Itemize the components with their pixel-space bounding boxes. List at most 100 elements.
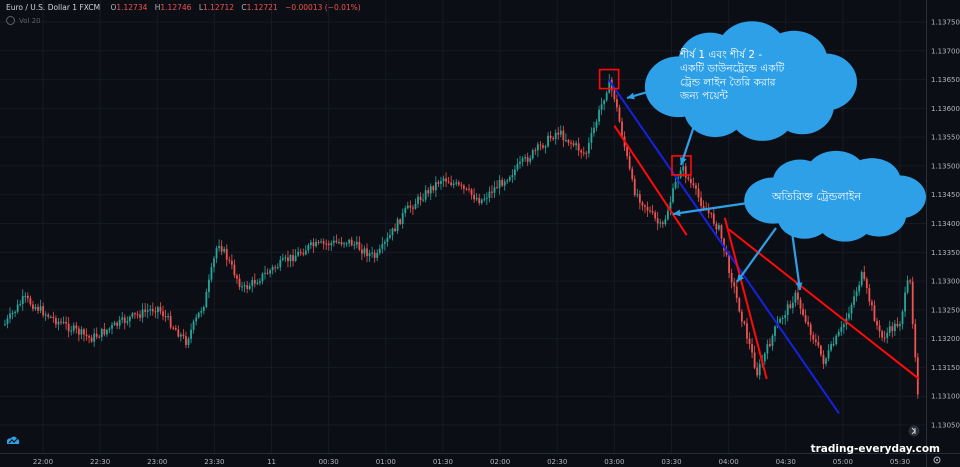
tradingview-logo-icon[interactable]	[6, 435, 20, 445]
candle-body	[763, 353, 766, 362]
candle-body	[195, 317, 198, 322]
candle-body	[437, 182, 440, 184]
candle-body	[320, 241, 323, 243]
candle-body	[343, 243, 345, 245]
candle-body	[631, 168, 634, 180]
red-trendline-4[interactable]	[727, 228, 920, 380]
peak-marker-1[interactable]	[598, 68, 620, 90]
candle-body	[802, 308, 804, 316]
candle-body	[725, 250, 728, 255]
candle-body	[498, 179, 501, 188]
candle-body	[886, 332, 889, 338]
candle-body	[376, 252, 379, 258]
candle-body	[753, 352, 756, 368]
candle-body	[294, 255, 297, 261]
x-tick-label: 23:30	[204, 458, 224, 466]
candle-body	[361, 249, 363, 254]
volume-indicator-row[interactable]: Vol 20	[6, 16, 41, 25]
candle-body	[457, 182, 460, 185]
candle-body	[419, 196, 422, 201]
candle-body	[577, 143, 580, 151]
candle-body	[840, 327, 843, 332]
annotation-cloud-1	[644, 21, 857, 141]
candle-body	[134, 313, 136, 315]
x-tick-label: 03:30	[661, 458, 681, 466]
eye-icon[interactable]	[6, 16, 15, 25]
blue-trendline-1[interactable]	[607, 79, 840, 415]
candle-body	[904, 292, 906, 312]
candle-body	[452, 183, 455, 186]
candle-body	[837, 331, 840, 336]
candle-body	[661, 222, 664, 225]
candle-body	[524, 157, 527, 159]
candle-body	[585, 152, 588, 154]
candle-body	[108, 328, 111, 330]
candle-body	[241, 286, 243, 288]
candle-body	[827, 350, 830, 359]
candle-body	[350, 239, 353, 246]
candle-body	[789, 304, 792, 309]
candle-body	[893, 323, 896, 332]
candle-body	[157, 307, 159, 313]
cloud-puff	[795, 164, 877, 230]
candle-body	[215, 248, 218, 259]
candle-body	[44, 314, 47, 316]
symbol-name[interactable]: Euro / U.S. Dollar 1 FXCM	[6, 3, 101, 12]
y-tick-label: 1.13400	[931, 220, 960, 228]
candle-body	[603, 100, 606, 105]
candle-body	[401, 212, 404, 225]
candle-body	[363, 248, 366, 254]
candle-body	[139, 314, 141, 318]
candle-body	[565, 140, 567, 142]
candle-body	[868, 288, 871, 302]
candle-body	[159, 307, 162, 312]
candle-body	[200, 311, 203, 313]
candle-body	[146, 310, 149, 312]
candle-body	[233, 264, 236, 276]
candle-body	[468, 188, 470, 190]
candle-body	[779, 318, 782, 323]
candle-body	[710, 213, 713, 215]
candle-body	[911, 281, 914, 325]
x-tick-label: 22:30	[90, 458, 110, 466]
candle-body	[6, 318, 9, 325]
candle-body	[896, 323, 899, 327]
y-tick-label: 1.13500	[931, 162, 960, 170]
candle-body	[501, 179, 504, 186]
candle-body	[4, 324, 6, 326]
gear-icon[interactable]	[932, 455, 942, 465]
red-trendline-2[interactable]	[613, 125, 688, 236]
candle-body	[103, 328, 106, 335]
candle-body	[264, 272, 266, 274]
candle-body	[600, 104, 603, 110]
red-trendline-3[interactable]	[723, 217, 768, 380]
candle-body	[325, 243, 328, 245]
candle-body	[447, 181, 450, 183]
peak-marker-2[interactable]	[671, 155, 692, 176]
x-tick-label: 05:00	[833, 458, 853, 466]
candle-body	[404, 208, 407, 213]
candle-body	[511, 175, 514, 178]
candle-body	[718, 225, 720, 230]
scroll-to-realtime-icon[interactable]	[908, 425, 920, 437]
candle-body	[355, 241, 358, 245]
candle-body	[422, 199, 425, 201]
y-tick-label: 1.13050	[931, 422, 960, 430]
candle-body	[628, 156, 631, 169]
candle-body	[570, 142, 572, 144]
candle-body	[799, 299, 802, 309]
candle-body	[465, 188, 468, 190]
candle-body	[689, 178, 692, 184]
candle-body	[218, 246, 221, 249]
candle-body	[243, 285, 246, 287]
candle-body	[16, 304, 19, 312]
candle-body	[529, 158, 532, 162]
candle-body	[312, 242, 315, 247]
y-tick-label: 1.13750	[931, 19, 960, 27]
candle-body	[723, 238, 725, 251]
candle-body	[394, 228, 396, 232]
candle-body	[205, 292, 208, 308]
x-tick-label: 05:30	[890, 458, 910, 466]
